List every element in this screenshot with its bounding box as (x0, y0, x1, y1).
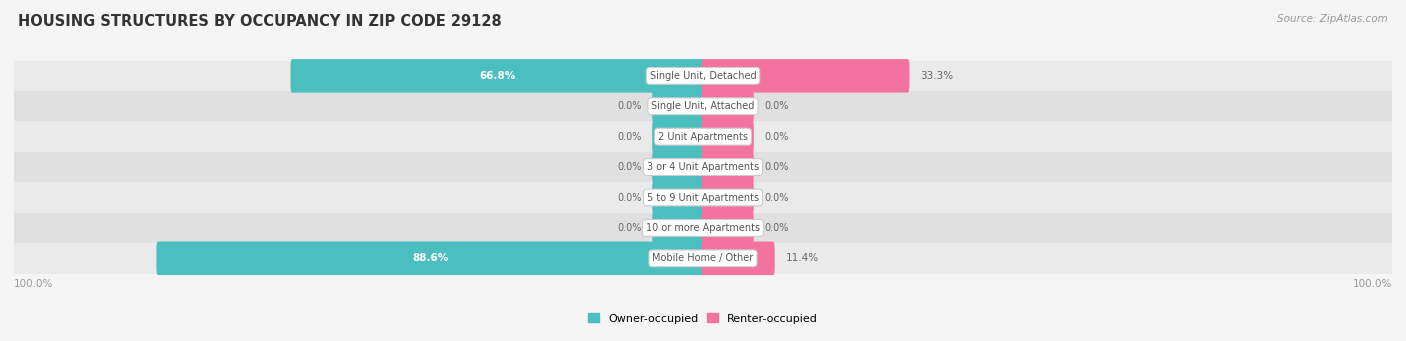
Text: 100.0%: 100.0% (14, 279, 53, 289)
FancyBboxPatch shape (291, 59, 704, 93)
Bar (0, 91, 1406, 121)
Text: 33.3%: 33.3% (920, 71, 953, 81)
FancyBboxPatch shape (652, 181, 704, 214)
Bar (0, 121, 1406, 152)
FancyBboxPatch shape (702, 59, 910, 93)
Text: Single Unit, Attached: Single Unit, Attached (651, 101, 755, 111)
Text: 88.6%: 88.6% (412, 253, 449, 263)
Text: 0.0%: 0.0% (765, 162, 789, 172)
Text: 100.0%: 100.0% (1353, 279, 1392, 289)
FancyBboxPatch shape (702, 150, 754, 184)
Bar (0, 243, 1406, 273)
Text: 0.0%: 0.0% (617, 101, 641, 111)
Text: 11.4%: 11.4% (786, 253, 818, 263)
FancyBboxPatch shape (702, 89, 754, 123)
Text: 0.0%: 0.0% (765, 101, 789, 111)
Text: Single Unit, Detached: Single Unit, Detached (650, 71, 756, 81)
FancyBboxPatch shape (702, 120, 754, 153)
Text: 3 or 4 Unit Apartments: 3 or 4 Unit Apartments (647, 162, 759, 172)
Text: Source: ZipAtlas.com: Source: ZipAtlas.com (1277, 14, 1388, 24)
Bar (0, 182, 1406, 213)
FancyBboxPatch shape (702, 241, 775, 275)
Text: HOUSING STRUCTURES BY OCCUPANCY IN ZIP CODE 29128: HOUSING STRUCTURES BY OCCUPANCY IN ZIP C… (18, 14, 502, 29)
Text: 0.0%: 0.0% (765, 223, 789, 233)
Bar (0, 61, 1406, 91)
Text: 0.0%: 0.0% (765, 193, 789, 203)
Text: 5 to 9 Unit Apartments: 5 to 9 Unit Apartments (647, 193, 759, 203)
Bar (0, 213, 1406, 243)
FancyBboxPatch shape (652, 120, 704, 153)
Bar (0, 152, 1406, 182)
FancyBboxPatch shape (702, 181, 754, 214)
Text: 66.8%: 66.8% (479, 71, 516, 81)
FancyBboxPatch shape (652, 211, 704, 245)
Text: 0.0%: 0.0% (617, 193, 641, 203)
Text: 0.0%: 0.0% (617, 132, 641, 142)
Text: 2 Unit Apartments: 2 Unit Apartments (658, 132, 748, 142)
Text: 0.0%: 0.0% (617, 162, 641, 172)
Text: 0.0%: 0.0% (765, 132, 789, 142)
FancyBboxPatch shape (156, 241, 704, 275)
Text: 0.0%: 0.0% (617, 223, 641, 233)
FancyBboxPatch shape (652, 150, 704, 184)
Text: 10 or more Apartments: 10 or more Apartments (645, 223, 761, 233)
Text: Mobile Home / Other: Mobile Home / Other (652, 253, 754, 263)
FancyBboxPatch shape (652, 89, 704, 123)
FancyBboxPatch shape (702, 211, 754, 245)
Legend: Owner-occupied, Renter-occupied: Owner-occupied, Renter-occupied (588, 313, 818, 324)
